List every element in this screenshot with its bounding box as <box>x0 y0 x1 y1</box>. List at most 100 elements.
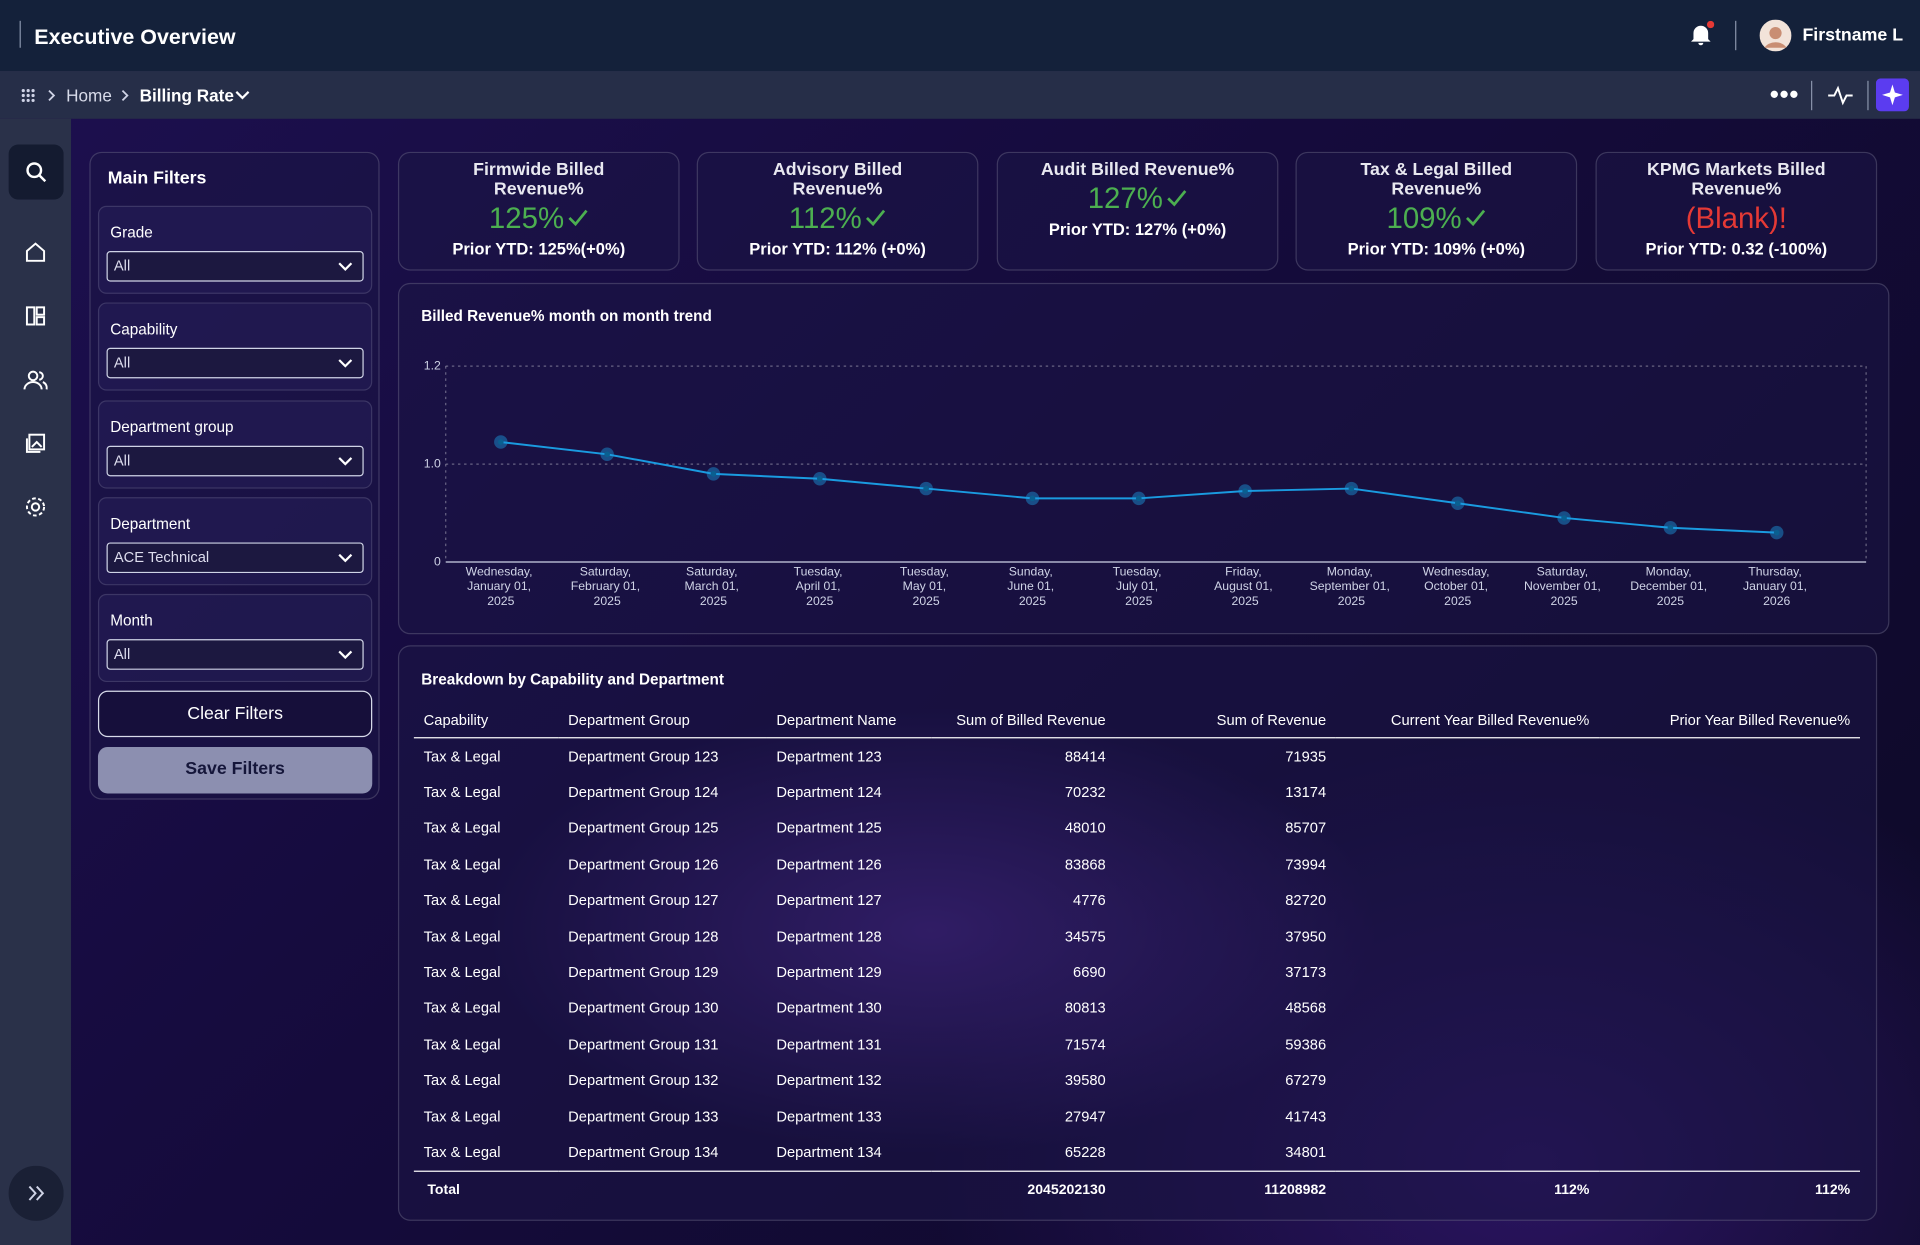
kpi-value: 109% <box>1386 202 1462 236</box>
user-name[interactable]: Firstname L <box>1802 25 1904 46</box>
kpi-value-row: 127% <box>998 182 1277 216</box>
table-cell: Department 123 <box>776 747 882 765</box>
filter-value[interactable]: All <box>113 451 131 469</box>
avatar[interactable] <box>1759 19 1792 52</box>
kpi-card: Audit Billed Revenue% 127% Prior YTD: 127%… <box>996 151 1279 271</box>
gallery-icon[interactable] <box>24 432 46 454</box>
apps-icon[interactable] <box>21 88 36 103</box>
dropdown-icon[interactable] <box>235 89 250 101</box>
table-cell-empty <box>1336 810 1599 846</box>
point-core <box>923 485 929 492</box>
point <box>1344 481 1359 496</box>
table-cell: Department Group 133 <box>568 1107 719 1125</box>
column-header: Department Name <box>766 702 932 739</box>
table-cell: Tax & Legal <box>423 1035 501 1053</box>
kpi-value-row: 112% <box>698 202 977 236</box>
check <box>568 209 588 227</box>
dropdown-icon <box>338 262 353 271</box>
kpi-prior: Prior YTD: 127% (+0%) <box>1048 220 1227 239</box>
table-cell-empty <box>1336 1098 1599 1134</box>
total-cell: 112% <box>1335 1170 1600 1209</box>
table-card: Breakdown by Capability and Department C… <box>397 645 1878 1221</box>
table-cell: 67279 <box>1285 1071 1327 1089</box>
table-cell: Tax & Legal <box>423 963 501 981</box>
kpi-prior: Prior YTD: 112% (+0%) <box>749 240 926 259</box>
people-icon[interactable] <box>23 369 48 391</box>
table-row: Tax & Legal Department Group 133 Departmen… <box>414 1098 1860 1134</box>
table-cell-empty <box>766 1170 932 1209</box>
point <box>494 435 508 449</box>
table-cell: 27947 <box>1064 1107 1106 1125</box>
filter-field: Capability All <box>97 302 373 391</box>
table-row: Tax & Legal Department Group 128 Departmen… <box>414 918 1860 954</box>
filter-label: Month <box>110 612 153 630</box>
search-button[interactable] <box>8 144 64 200</box>
table-cell-empty <box>1599 1026 1860 1062</box>
kpi-value-row: 125% <box>399 202 678 236</box>
table-cell: 48568 <box>1285 999 1327 1017</box>
settings-icon[interactable] <box>24 496 46 518</box>
point-core <box>1242 488 1248 494</box>
expand-button[interactable] <box>8 1165 64 1221</box>
table-cell: Department 125 <box>776 819 882 837</box>
filter-label: Department <box>110 515 191 533</box>
filter-select[interactable]: All <box>106 348 364 379</box>
breakdown-table: Capability Department Group Department Nam… <box>413 702 1861 1209</box>
filter-select[interactable]: ACE Technical <box>106 542 364 573</box>
filter-label: Department group <box>110 418 234 436</box>
kpi-prior: Prior YTD: 125%(+0%) <box>452 240 626 259</box>
point <box>1557 511 1571 525</box>
point-core <box>1454 500 1461 507</box>
table-cell-empty <box>1336 1026 1599 1062</box>
table-row: Tax & Legal Department Group 127 Departmen… <box>414 882 1860 918</box>
x-tick-label: Saturday, November 01, 2025 <box>1524 565 1604 608</box>
table-cell-empty <box>1336 990 1599 1026</box>
breadcrumb-home[interactable]: Home <box>66 85 112 106</box>
save-filters-button[interactable]: Save Filters <box>97 746 373 794</box>
filter-select[interactable]: All <box>106 639 364 671</box>
table-cell: 71574 <box>1064 1035 1106 1053</box>
breadcrumb-page[interactable]: Billing Rate <box>139 85 234 106</box>
x-tick-label: Wednesday, October 01, 2025 <box>1423 565 1493 608</box>
kpi-card: Tax & Legal Billed Revenue% 109% Prior YTD… <box>1295 151 1578 271</box>
table-cell: 4776 <box>1073 891 1106 909</box>
total-cell: 11208982 <box>1115 1170 1336 1209</box>
point-core <box>1667 524 1674 531</box>
filter-select[interactable]: All <box>106 251 364 282</box>
table-cell: 48010 <box>1064 819 1106 837</box>
home-icon[interactable] <box>24 241 46 263</box>
filter-value[interactable]: All <box>113 645 131 663</box>
total-label: Total <box>413 1170 559 1209</box>
assistant-button[interactable] <box>1875 78 1909 112</box>
filter-value[interactable]: All <box>113 354 131 372</box>
filter-select[interactable]: All <box>106 445 364 476</box>
table-cell: Tax & Legal <box>423 891 501 909</box>
check-icon <box>1465 209 1485 227</box>
point <box>1663 521 1678 535</box>
clear-filters-button[interactable]: Clear Filters <box>97 690 373 738</box>
column-header: Prior Year Billed Revenue% <box>1599 702 1861 739</box>
filter-value[interactable]: ACE Technical <box>113 548 210 566</box>
table-cell-empty <box>1336 882 1599 918</box>
table-cell-empty <box>1599 1062 1860 1098</box>
table-cell: Department Group 131 <box>568 1035 719 1053</box>
dashboard-icon[interactable] <box>24 305 46 327</box>
activity-icon[interactable] <box>1827 84 1854 106</box>
x-tick-label: Monday, September 01, 2025 <box>1310 565 1394 608</box>
table-cell: Tax & Legal <box>423 855 501 873</box>
table-cell: Department Group 134 <box>568 1143 719 1161</box>
table-row: Tax & Legal Department Group 131 Departmen… <box>414 1026 1860 1062</box>
more-icon[interactable] <box>1769 89 1798 99</box>
filter-title: Main Filters <box>107 168 207 189</box>
check-icon <box>865 209 885 227</box>
total-cell: 112% <box>1599 1170 1861 1209</box>
point-core <box>710 471 717 477</box>
point <box>1451 496 1465 511</box>
table-cell: 83868 <box>1064 855 1106 873</box>
kpi-prior: Prior YTD: 0.32 (-100%) <box>1645 240 1828 259</box>
notifications[interactable] <box>1687 20 1715 48</box>
filter-value[interactable]: All <box>113 257 131 275</box>
check-icon <box>568 209 588 227</box>
check-icon <box>1166 190 1186 207</box>
